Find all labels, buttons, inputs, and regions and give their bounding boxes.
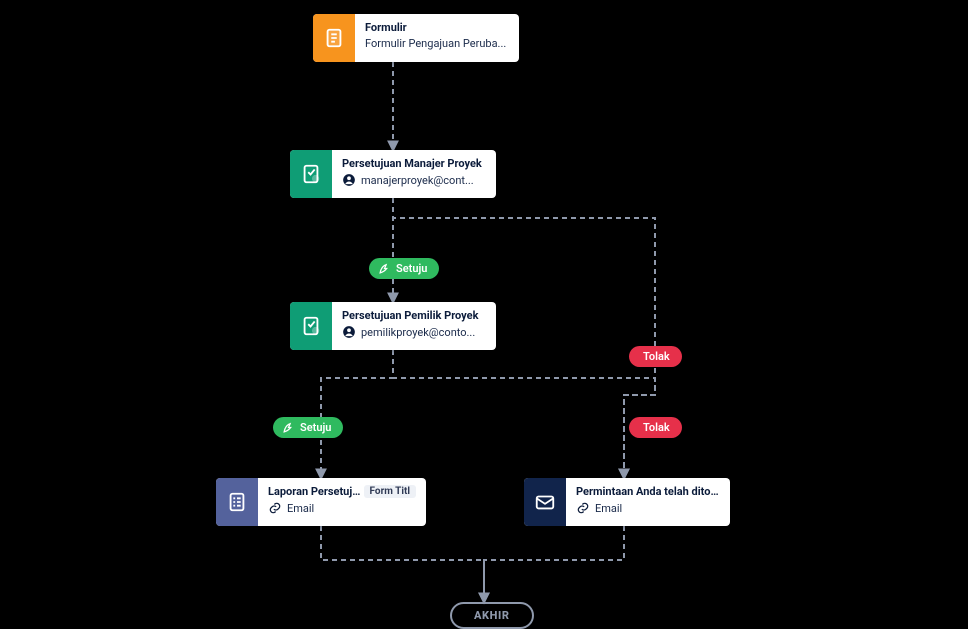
report-icon bbox=[216, 478, 258, 526]
approval-icon bbox=[290, 150, 332, 198]
node-form-subtitle: Formulir Pengajuan Peruba... bbox=[365, 37, 509, 50]
form-icon bbox=[313, 14, 355, 62]
node-report-title: Laporan Persetujuan . Form Titl bbox=[268, 485, 416, 498]
node-approval-owner[interactable]: Persetujuan Pemilik Proyek pemilikproyek… bbox=[290, 302, 496, 350]
node-approval2-subtitle: pemilikproyek@conto... bbox=[342, 325, 486, 339]
badge-approve-2: Setuju bbox=[273, 417, 343, 438]
node-rejected-link: Email bbox=[576, 501, 720, 515]
node-approval-manager[interactable]: Persetujuan Manajer Proyek manajerproyek… bbox=[290, 150, 496, 198]
approval-icon bbox=[290, 302, 332, 350]
node-rejected-title: Permintaan Anda telah ditolak. bbox=[576, 485, 720, 498]
user-icon bbox=[342, 173, 356, 187]
node-rejected[interactable]: Permintaan Anda telah ditolak. Email bbox=[524, 478, 730, 526]
node-form[interactable]: Formulir Formulir Pengajuan Peruba... bbox=[313, 14, 519, 62]
link-icon bbox=[268, 501, 282, 515]
badge-reject-2: Tolak bbox=[629, 417, 682, 438]
node-form-title: Formulir bbox=[365, 21, 509, 34]
node-report-link: Email bbox=[268, 501, 416, 515]
approve-glyph-icon bbox=[282, 421, 295, 434]
approve-glyph-icon bbox=[378, 262, 391, 275]
mail-icon bbox=[524, 478, 566, 526]
node-report[interactable]: Laporan Persetujuan . Form Titl Email bbox=[216, 478, 426, 526]
badge-reject-1: Tolak bbox=[629, 346, 682, 367]
node-approval2-title: Persetujuan Pemilik Proyek bbox=[342, 309, 486, 322]
badge-approve-1: Setuju bbox=[369, 258, 439, 279]
node-approval1-title: Persetujuan Manajer Proyek bbox=[342, 157, 486, 170]
form-title-pill: Form Titl bbox=[364, 485, 416, 498]
link-icon bbox=[576, 501, 590, 515]
user-icon bbox=[342, 325, 356, 339]
flow-canvas: Formulir Formulir Pengajuan Peruba... Pe… bbox=[0, 0, 968, 625]
node-approval1-subtitle: manajerproyek@cont... bbox=[342, 173, 486, 187]
